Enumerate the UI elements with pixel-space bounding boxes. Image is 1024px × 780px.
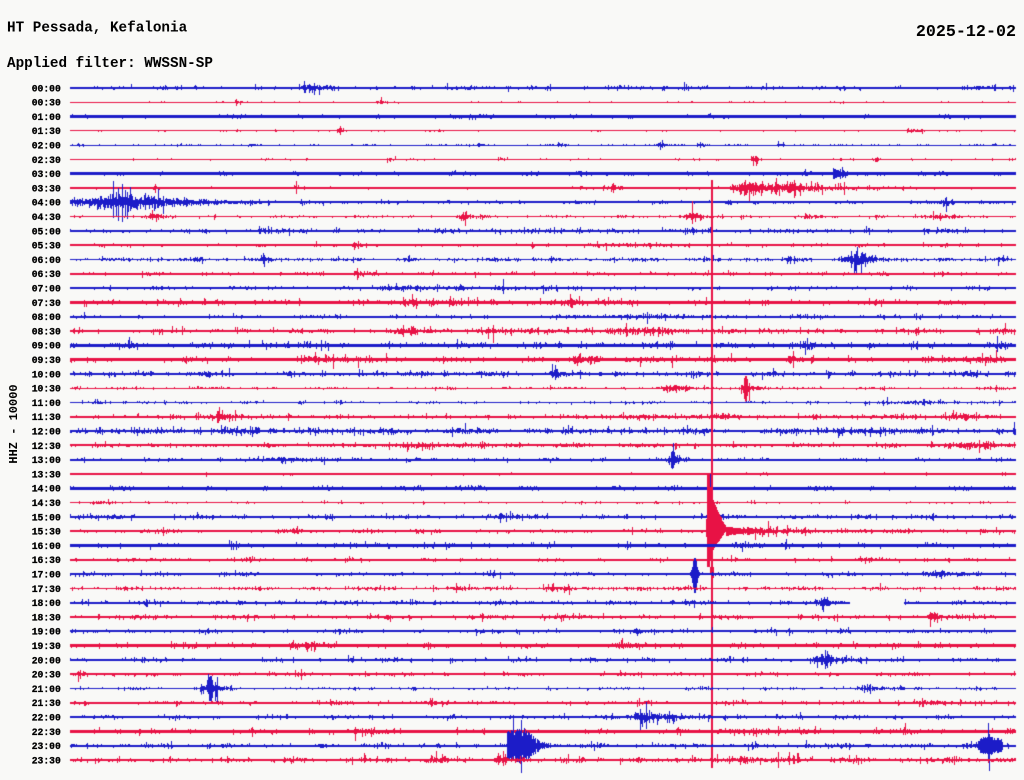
svg-text:21:00: 21:00 — [32, 684, 61, 695]
svg-text:15:00: 15:00 — [32, 512, 61, 523]
svg-text:11:30: 11:30 — [32, 412, 61, 423]
svg-text:08:30: 08:30 — [32, 326, 61, 337]
svg-text:Applied filter: WWSSN-SP: Applied filter: WWSSN-SP — [7, 56, 213, 72]
svg-text:22:30: 22:30 — [32, 727, 61, 738]
svg-text:09:30: 09:30 — [32, 355, 61, 366]
svg-text:23:00: 23:00 — [32, 741, 61, 752]
svg-text:11:00: 11:00 — [32, 398, 61, 409]
svg-text:18:30: 18:30 — [32, 612, 61, 623]
svg-text:12:30: 12:30 — [32, 441, 61, 452]
svg-text:19:00: 19:00 — [32, 627, 61, 638]
svg-text:13:00: 13:00 — [32, 455, 61, 466]
svg-text:00:30: 00:30 — [32, 98, 61, 109]
svg-text:20:30: 20:30 — [32, 670, 61, 681]
svg-text:09:00: 09:00 — [32, 341, 61, 352]
svg-text:10:00: 10:00 — [32, 369, 61, 380]
svg-text:15:30: 15:30 — [32, 527, 61, 538]
svg-text:08:00: 08:00 — [32, 312, 61, 323]
svg-text:06:00: 06:00 — [32, 255, 61, 266]
svg-text:21:30: 21:30 — [32, 698, 61, 709]
svg-text:18:00: 18:00 — [32, 598, 61, 609]
svg-text:05:30: 05:30 — [32, 241, 61, 252]
svg-text:HHZ - 10000: HHZ - 10000 — [7, 384, 21, 463]
svg-text:13:30: 13:30 — [32, 469, 61, 480]
svg-text:04:00: 04:00 — [32, 198, 61, 209]
svg-text:03:30: 03:30 — [32, 183, 61, 194]
svg-text:03:00: 03:00 — [32, 169, 61, 180]
svg-text:05:00: 05:00 — [32, 226, 61, 237]
svg-text:14:00: 14:00 — [32, 484, 61, 495]
svg-text:14:30: 14:30 — [32, 498, 61, 509]
svg-text:04:30: 04:30 — [32, 212, 61, 223]
svg-text:02:00: 02:00 — [32, 141, 61, 152]
svg-text:02:30: 02:30 — [32, 155, 61, 166]
svg-text:00:00: 00:00 — [32, 83, 61, 94]
svg-text:HT Pessada, Kefalonia: HT Pessada, Kefalonia — [7, 21, 188, 37]
svg-text:12:00: 12:00 — [32, 427, 61, 438]
svg-text:20:00: 20:00 — [32, 655, 61, 666]
svg-text:01:30: 01:30 — [32, 126, 61, 137]
svg-text:19:30: 19:30 — [32, 641, 61, 652]
svg-text:07:30: 07:30 — [32, 298, 61, 309]
svg-text:16:30: 16:30 — [32, 555, 61, 566]
svg-text:16:00: 16:00 — [32, 541, 61, 552]
svg-text:22:00: 22:00 — [32, 713, 61, 724]
svg-text:2025-12-02: 2025-12-02 — [916, 23, 1016, 42]
svg-text:10:30: 10:30 — [32, 384, 61, 395]
svg-text:17:30: 17:30 — [32, 584, 61, 595]
svg-text:23:30: 23:30 — [32, 755, 61, 766]
svg-text:06:30: 06:30 — [32, 269, 61, 280]
svg-text:17:00: 17:00 — [32, 570, 61, 581]
svg-text:07:00: 07:00 — [32, 284, 61, 295]
svg-text:01:00: 01:00 — [32, 112, 61, 123]
